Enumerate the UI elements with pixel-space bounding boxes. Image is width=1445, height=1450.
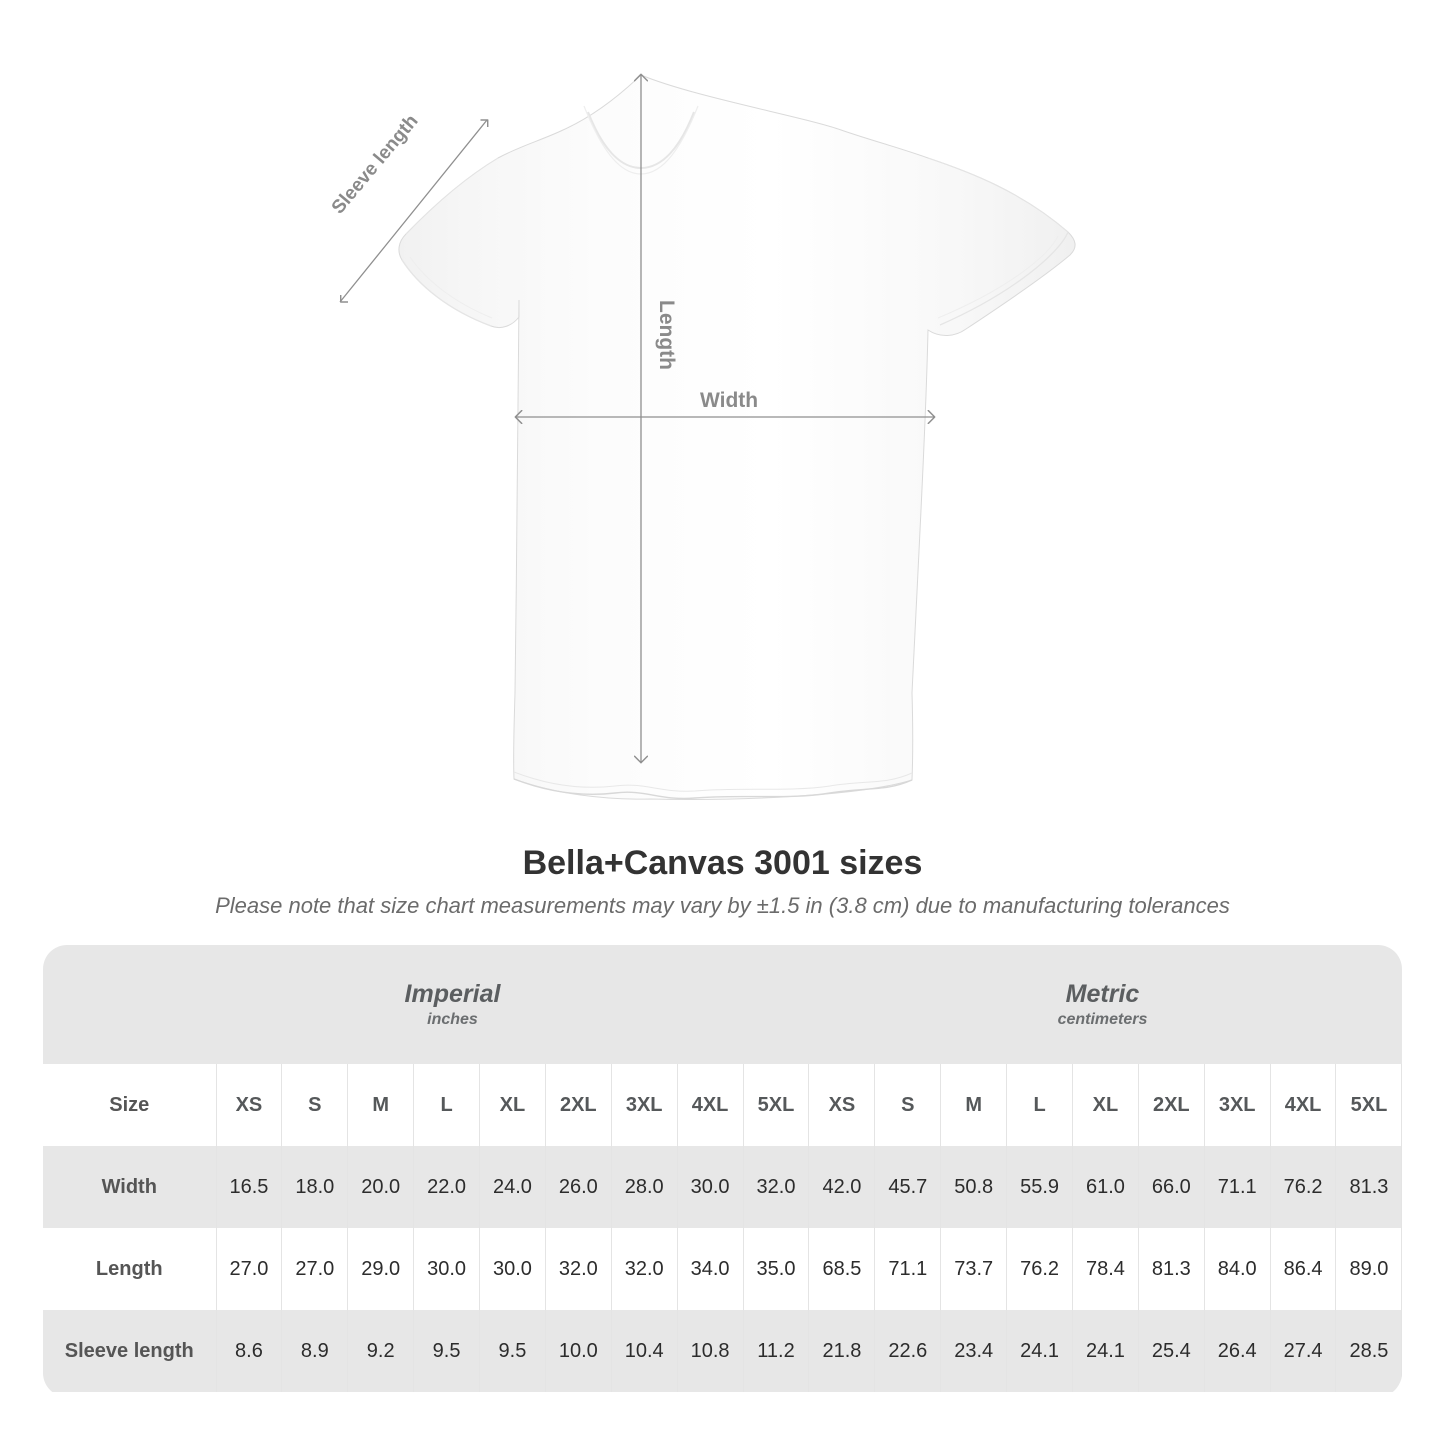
svg-text:Length: Length (655, 300, 678, 370)
svg-text:Width: Width (700, 389, 758, 412)
